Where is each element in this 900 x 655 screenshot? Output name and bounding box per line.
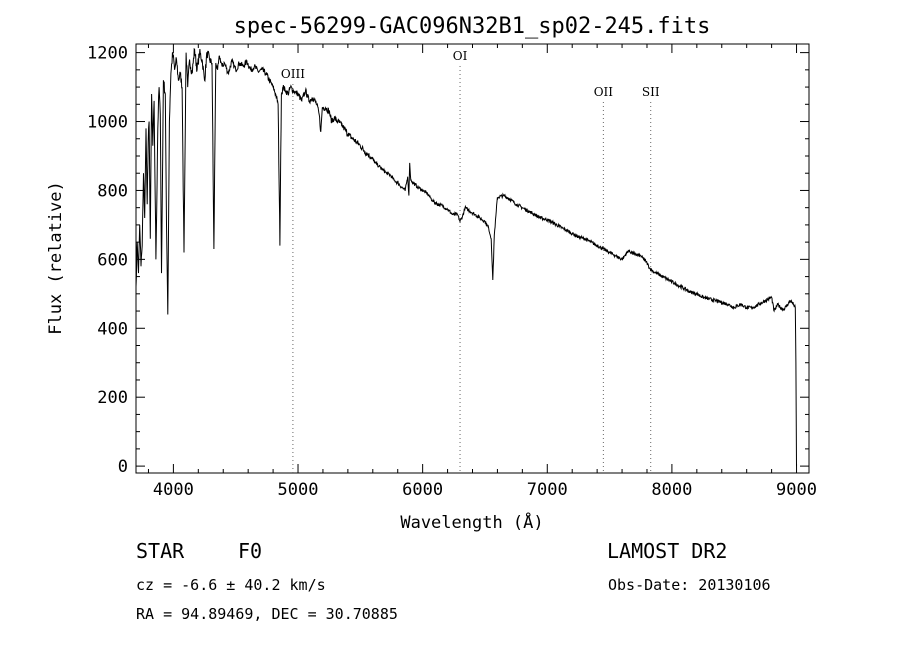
- subclass-label: F0: [238, 539, 262, 563]
- y-tick-label: 600: [97, 250, 128, 270]
- x-tick-label: 6000: [402, 480, 443, 500]
- axis-ticks: 4000 5000 6000 7000 8000 9000 0 200 400 600 800 100…: [87, 44, 817, 500]
- y-tick-label: 1200: [87, 44, 128, 64]
- emission-label-oii: OII: [594, 85, 614, 99]
- x-tick-label: 8000: [651, 480, 692, 500]
- x-axis-label: Wavelength (Å): [400, 511, 543, 533]
- y-tick-label: 800: [97, 181, 128, 201]
- x-tick-label: 9000: [776, 480, 817, 500]
- emission-label-oi: OI: [453, 49, 468, 63]
- y-tick-label: 400: [97, 319, 128, 339]
- plot-frame: [135, 43, 810, 474]
- object-type-label: STAR: [136, 539, 185, 563]
- spectrum-line: [135, 47, 797, 467]
- emission-label-oiii: OIII: [281, 67, 305, 81]
- redshift-label: cz = -6.6 ± 40.2 km/s: [136, 576, 326, 594]
- obs-date-label: Obs-Date: 20130106: [608, 576, 771, 594]
- y-tick-label: 1000: [87, 113, 128, 133]
- emission-line-markers: OIII OI OII SII: [281, 49, 660, 473]
- y-tick-label: 0: [118, 457, 128, 477]
- coordinates-label: RA = 94.89469, DEC = 30.70885: [136, 605, 398, 623]
- x-tick-label: 4000: [153, 480, 194, 500]
- survey-label: LAMOST DR2: [607, 539, 727, 563]
- x-tick-label: 5000: [278, 480, 319, 500]
- y-axis-label: Flux (relative): [46, 181, 66, 335]
- y-tick-label: 200: [97, 388, 128, 408]
- x-tick-label: 7000: [527, 480, 568, 500]
- emission-label-sii: SII: [642, 85, 660, 99]
- chart-title: spec-56299-GAC096N32B1_sp02-245.fits: [234, 14, 711, 39]
